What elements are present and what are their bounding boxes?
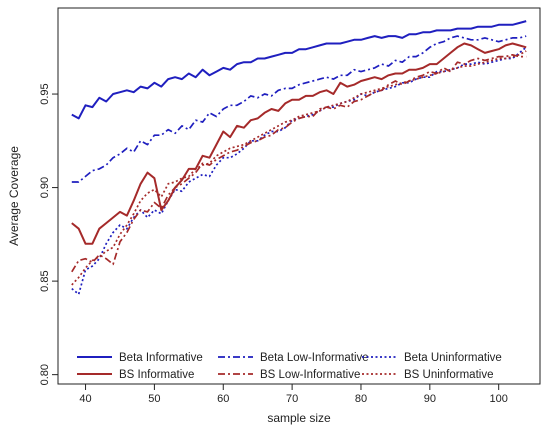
x-tick-label: 60 [217, 393, 229, 405]
series-line-beta-informative [71, 20, 527, 120]
series-line-bs-low-informative [71, 53, 527, 273]
x-tick-label: 40 [79, 393, 91, 405]
series-line-bs-uninformative [71, 50, 527, 286]
legend-label: BS Uninformative [404, 369, 493, 381]
legend-label: Beta Uninformative [404, 352, 502, 364]
plot-frame [57, 7, 541, 385]
axes-layer: 40 50 60 70 80 90 100 0.80 0.85 0.90 0.95 [39, 83, 508, 405]
series-line-beta-low-informative [71, 35, 527, 183]
x-tick-label: 100 [490, 393, 508, 405]
y-tick-label: 0.95 [39, 83, 51, 104]
legend-label: Beta Low-Informative [260, 352, 369, 364]
legend: Beta Informative Beta Low-Informative Beta… [77, 352, 502, 381]
y-tick-label: 0.85 [39, 270, 51, 291]
y-axis-title: Average Coverage [7, 146, 21, 246]
x-tick-label: 70 [286, 393, 298, 405]
y-tick-label: 0.90 [39, 177, 51, 198]
legend-label: BS Informative [119, 369, 194, 381]
x-axis-title: sample size [267, 411, 331, 425]
legend-label: Beta Informative [119, 352, 203, 364]
x-tick-label: 90 [424, 393, 436, 405]
x-tick-label: 50 [148, 393, 160, 405]
series-layer [71, 20, 527, 296]
series-line-bs-informative [71, 42, 527, 245]
legend-label: BS Low-Informative [260, 369, 360, 381]
y-tick-label: 0.80 [39, 364, 51, 385]
x-tick-label: 80 [355, 393, 367, 405]
